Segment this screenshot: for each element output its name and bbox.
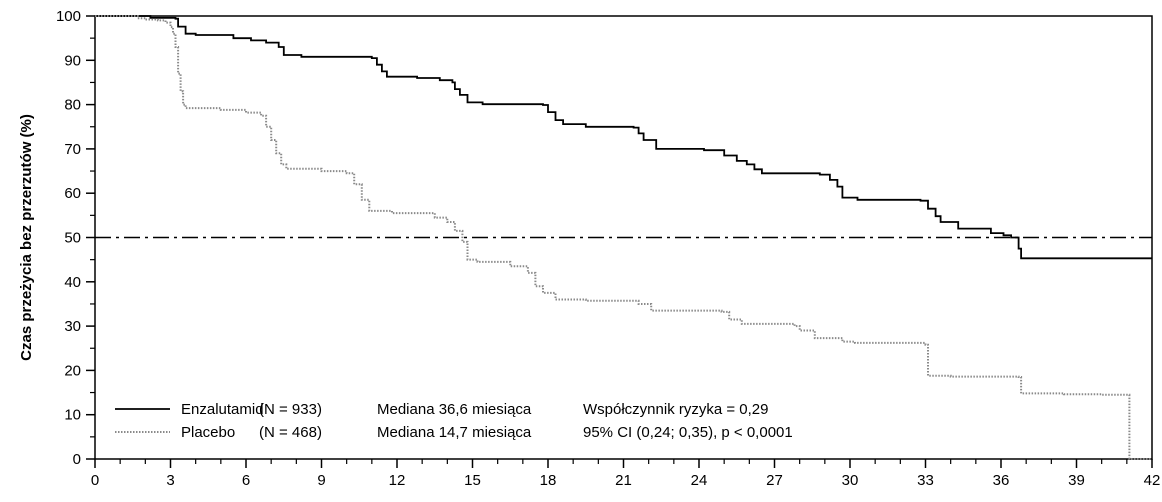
y-tick-label: 20 — [64, 362, 81, 379]
y-tick-label: 30 — [64, 318, 81, 335]
x-axis: 0 3 6 9 12 15 18 21 24 27 30 33 36 39 42 — [91, 459, 1161, 489]
x-tick-label: 18 — [540, 472, 557, 489]
x-tick-label: 42 — [1144, 472, 1161, 489]
x-tick-label: 36 — [993, 472, 1010, 489]
x-tick-label: 27 — [766, 472, 783, 489]
x-tick-label: 30 — [842, 472, 859, 489]
legend-median: Mediana 14,7 miesiąca — [377, 424, 532, 441]
x-tick-label: 3 — [166, 472, 174, 489]
y-axis-label: Czas przeżycia bez przerzutów (%) — [18, 114, 35, 361]
legend-stat: Współczynnik ryzyka = 0,29 — [583, 401, 769, 418]
legend-stat: 95% CI (0,24; 0,35), p < 0,0001 — [583, 424, 793, 441]
legend-median: Mediana 36,6 miesiąca — [377, 401, 532, 418]
x-tick-label: 24 — [691, 472, 708, 489]
y-tick-label: 60 — [64, 185, 81, 202]
y-tick-label: 0 — [73, 451, 81, 468]
legend-label: Enzalutamid — [181, 401, 264, 418]
x-tick-label: 0 — [91, 472, 99, 489]
series-line-enzalutamid — [95, 15, 1152, 260]
y-tick-label: 90 — [64, 52, 81, 69]
y-tick-label: 50 — [64, 230, 81, 247]
x-tick-label: 33 — [917, 472, 934, 489]
legend-n: (N = 468) — [259, 424, 322, 441]
series-line-placebo — [95, 15, 1152, 460]
x-tick-label: 39 — [1068, 472, 1085, 489]
y-tick-label: 10 — [64, 407, 81, 424]
legend-label: Placebo — [181, 424, 235, 441]
legend: Enzalutamid(N = 933) Mediana 36,6 miesiąc… — [115, 401, 793, 441]
x-tick-label: 6 — [242, 472, 250, 489]
legend-n: (N = 933) — [259, 401, 322, 418]
x-tick-label: 9 — [317, 472, 325, 489]
y-tick-label: 80 — [64, 97, 81, 114]
series-group — [95, 15, 1152, 460]
y-tick-label: 70 — [64, 141, 81, 158]
x-tick-label: 12 — [389, 472, 406, 489]
x-tick-label: 21 — [615, 472, 632, 489]
y-axis: 0 10 20 30 40 50 60 70 80 90 100 — [56, 8, 95, 468]
x-tick-label: 15 — [464, 472, 481, 489]
y-tick-label: 40 — [64, 274, 81, 291]
y-tick-label: 100 — [56, 8, 81, 25]
